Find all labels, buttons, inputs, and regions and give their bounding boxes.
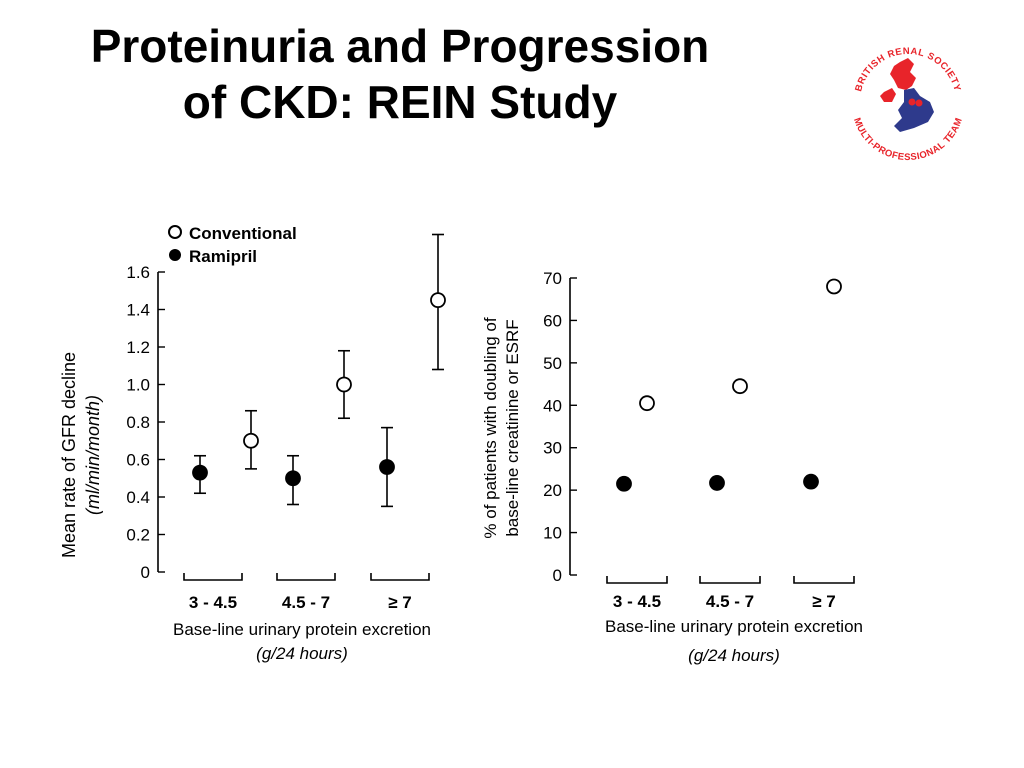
y-tick-label: 40 [543,396,562,415]
slide-title-line-1: Proteinuria and Progression [90,20,710,72]
conventional-point [732,378,748,395]
category-bracket [793,576,855,584]
x-category-label: 3 - 4.5 [189,593,237,612]
category-bracket [370,573,430,581]
y-tick-label: 1.2 [126,338,150,357]
right-y-ticks: 0 10 20 30 40 50 60 70 [543,269,577,585]
y-tick-label: 1.4 [126,301,150,320]
y-tick-label: 30 [543,439,562,458]
ramipril-point [616,475,632,492]
doubling-creatinine-chart: 0 10 20 30 40 50 60 70 3 - 4.5 4.5 - 7 ≥ 7 % of p… [481,269,863,665]
category-bracket [183,573,243,581]
left-y-axis-label: Mean rate of GFR decline [59,352,79,558]
y-tick-label: 60 [543,311,562,330]
conventional-point [639,395,655,412]
y-tick-label: 1.6 [126,263,150,282]
ramipril-point [285,470,301,487]
conventional-point [430,292,446,309]
right-y-axis-label: % of patients with doubling of [481,317,500,538]
ramipril-point [379,459,395,475]
right-x-axis-label: Base-line urinary protein excretion [605,617,863,636]
slide-title: Proteinuria and Progression of CKD: REIN… [0,18,800,130]
y-tick-label: 0.6 [126,451,150,470]
x-category-label: 4.5 - 7 [282,593,330,612]
conventional-point [243,432,259,449]
y-tick-label: 0.4 [126,488,150,507]
x-category-label: 3 - 4.5 [613,592,661,611]
y-tick-label: 0 [141,563,150,582]
conventional-point [826,278,842,295]
category-bracket [699,576,761,584]
right-y-axis-label-line-2: base-line creatinine or ESRF [503,319,522,536]
legend-filled-circle-icon [169,249,181,261]
left-category-brackets: 3 - 4.5 4.5 - 7 ≥ 7 [183,573,430,612]
slide-title-line-2: of CKD: REIN Study [182,76,618,128]
y-tick-label: 10 [543,524,562,543]
y-tick-label: 0 [553,566,562,585]
ramipril-point [709,475,725,491]
y-tick-label: 0.8 [126,413,150,432]
ramipril-point [192,464,208,481]
category-bracket [276,573,336,581]
left-x-axis-units: (g/24 hours) [256,644,348,663]
gfr-decline-chart: 0 0.2 0.4 0.6 0.8 1.0 1.2 1.4 1.6 3 - 4.5 4.5 - 7… [59,224,446,663]
category-bracket [606,576,668,584]
left-error-bars [194,233,444,508]
x-category-label: ≥ 7 [812,592,836,611]
legend-open-circle-icon [168,225,182,239]
y-tick-label: 20 [543,481,562,500]
left-y-axis-units: (ml/min/month) [83,395,103,515]
ramipril-point [803,473,819,490]
legend-entry-conventional: Conventional [189,224,297,243]
left-y-ticks: 0 0.2 0.4 0.6 0.8 1.0 1.2 1.4 1.6 [126,263,165,582]
y-tick-label: 50 [543,354,562,373]
left-legend: Conventional Ramipril [168,224,297,266]
y-tick-label: 1.0 [126,376,150,395]
legend-entry-ramipril: Ramipril [189,247,257,266]
british-renal-society-logo: BRITISH RENAL SOCIETY MULTI-PROFESSIONAL… [851,46,964,163]
right-points [616,278,842,492]
logo-map-icon [880,58,934,132]
y-tick-label: 70 [543,269,562,288]
right-category-brackets: 3 - 4.5 4.5 - 7 ≥ 7 [606,576,855,611]
y-tick-label: 0.2 [126,526,150,545]
x-category-label: 4.5 - 7 [706,592,754,611]
conventional-point [336,376,352,393]
left-x-axis-label: Base-line urinary protein excretion [173,620,431,639]
x-category-label: ≥ 7 [388,593,412,612]
right-x-axis-units: (g/24 hours) [688,646,780,665]
left-points [192,292,446,487]
